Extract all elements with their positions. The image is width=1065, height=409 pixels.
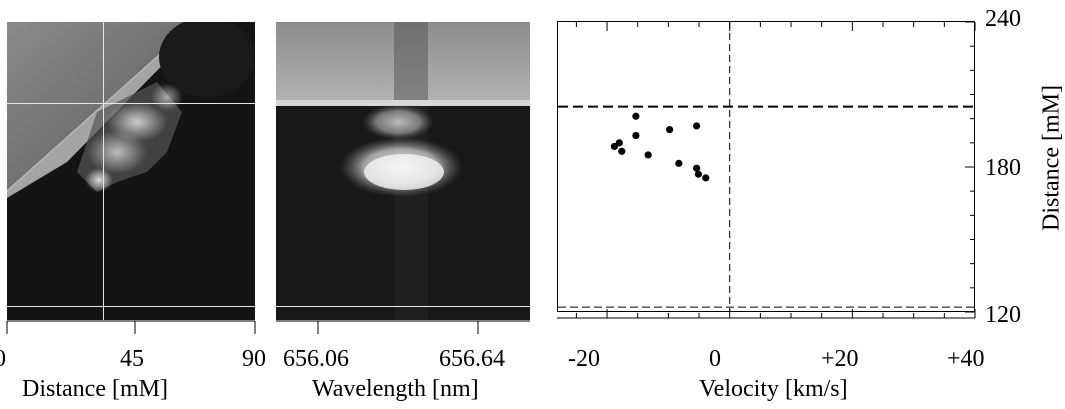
distance-axis <box>6 320 256 334</box>
scatter-point <box>666 125 674 134</box>
distance-tick-90: 90 <box>242 346 266 372</box>
velocity-axis-ticks <box>575 22 976 318</box>
scatter-point <box>618 147 626 155</box>
scatter-point <box>644 151 652 159</box>
velocity-tick-plus40: +40 <box>947 346 985 372</box>
velocity-tick-plus20: +20 <box>821 346 859 372</box>
distance-y-tick-240: 240 <box>985 6 1021 32</box>
scatter-point <box>632 112 640 120</box>
reference-lines <box>558 22 975 312</box>
scatter-point <box>632 131 640 140</box>
scatter-points <box>610 112 710 182</box>
wavelength-tick-656-06: 656.06 <box>283 346 349 372</box>
velocity-tick-minus20: -20 <box>568 346 600 372</box>
scatter-point <box>702 174 710 182</box>
scatter-point <box>694 170 703 178</box>
distance-y-tick-180: 180 <box>985 155 1021 181</box>
distance-tick-45: 45 <box>120 346 144 372</box>
wavelength-axis-title: Wavelength [nm] <box>312 376 479 402</box>
velocity-tick-0: 0 <box>709 346 721 372</box>
velocity-plot-frame <box>557 21 975 319</box>
scatter-point <box>692 164 701 172</box>
distance-axis-title: Distance [mM] <box>22 376 168 402</box>
wavelength-axis <box>276 320 530 334</box>
scatter-point <box>615 139 623 147</box>
scatter-point <box>692 122 701 130</box>
wavelength-image-panel <box>276 22 530 320</box>
distance-y-axis-title: Distance [mM] <box>1038 85 1065 231</box>
scatter-point <box>610 142 619 151</box>
wavelength-image <box>276 22 530 320</box>
distance-axis-ticks <box>965 21 975 313</box>
distance-tick-0: 0 <box>0 346 6 372</box>
crosshair-horizontal-bottom <box>276 306 530 307</box>
crosshair-vertical <box>103 22 104 320</box>
crosshair-horizontal-bottom <box>7 306 255 307</box>
velocity-axis-title: Velocity [km/s] <box>699 376 848 402</box>
wavelength-tick-656-64: 656.64 <box>439 346 505 372</box>
scatter-point <box>675 159 683 167</box>
distance-y-tick-120: 120 <box>985 302 1021 328</box>
crosshair-horizontal-top <box>7 103 255 104</box>
distance-image-panel <box>7 22 255 320</box>
